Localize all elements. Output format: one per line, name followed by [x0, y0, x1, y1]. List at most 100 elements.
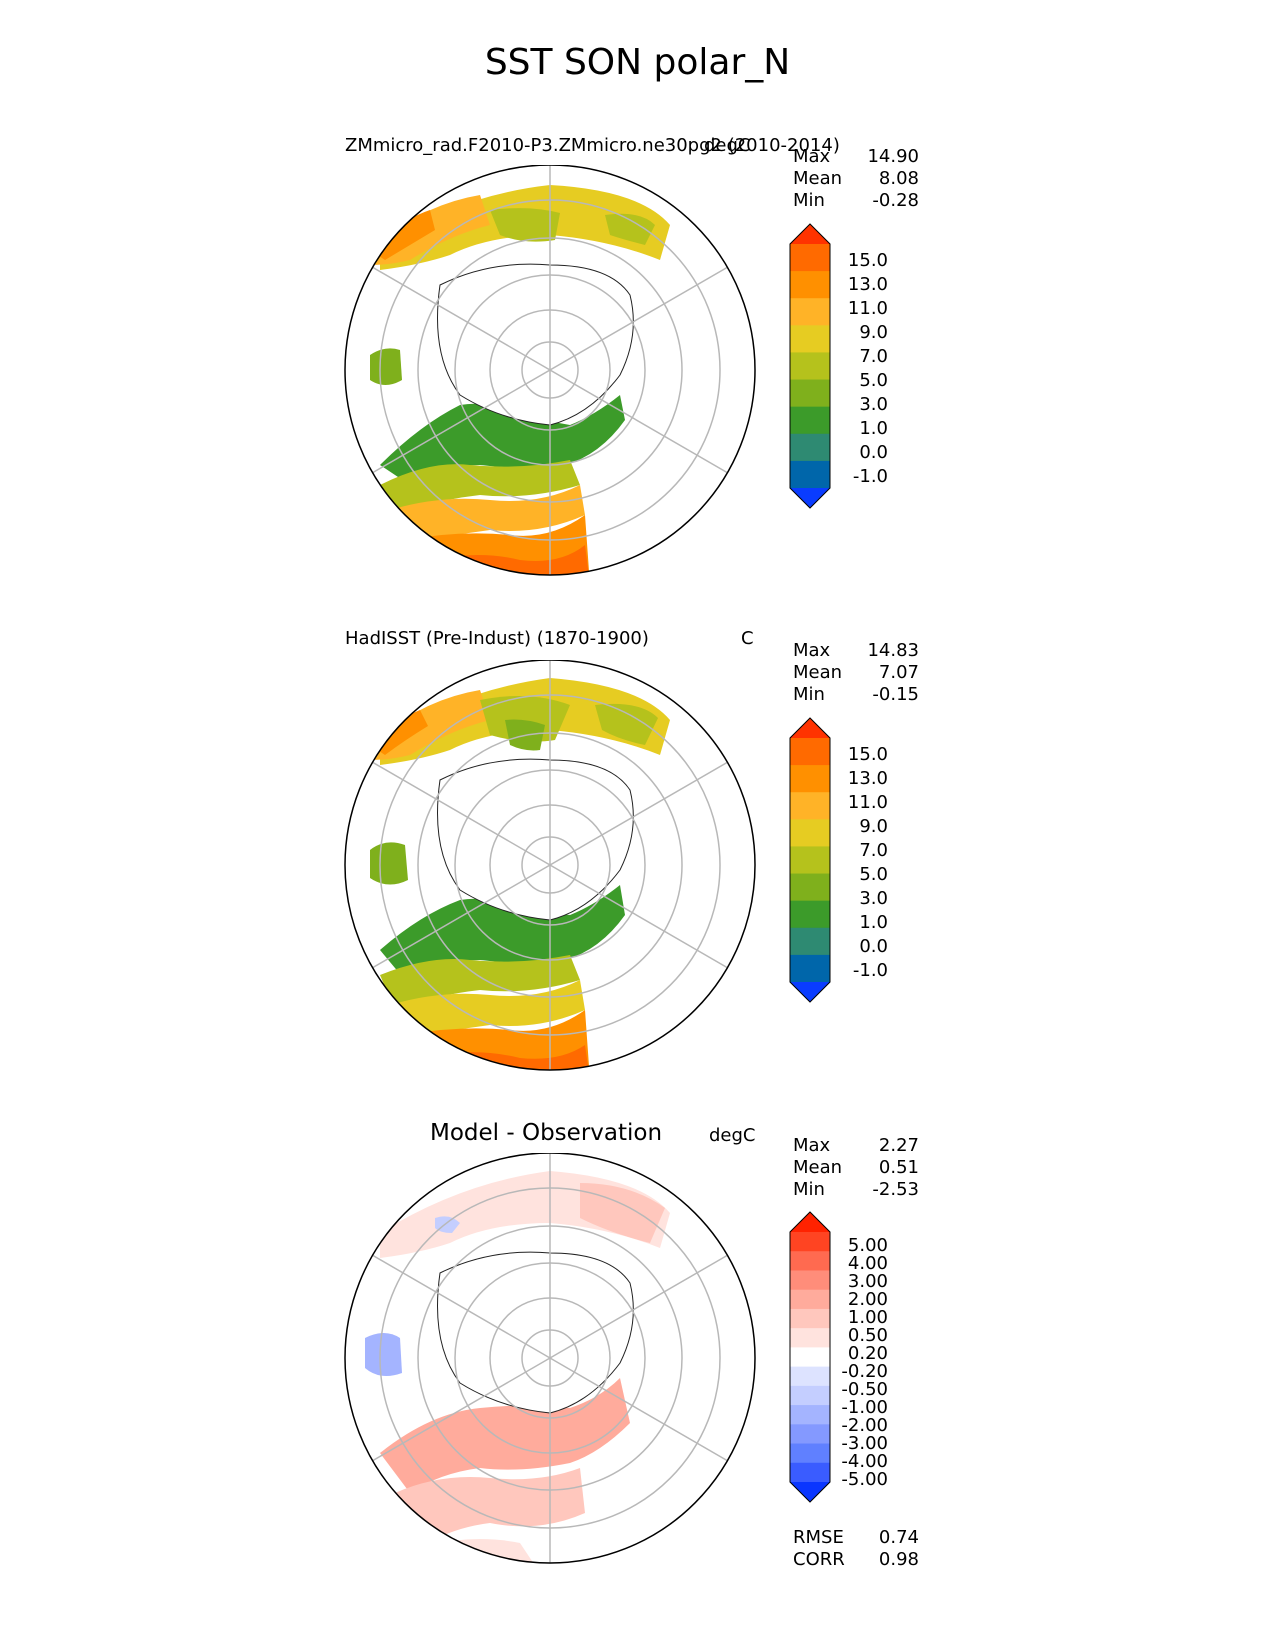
panel2-field-atlantic-hottest	[435, 1045, 590, 1070]
panel3-colorbar-cell	[790, 1251, 830, 1271]
panel3-corr-label: CORR	[793, 1549, 845, 1570]
panel1-field-bering	[490, 208, 560, 242]
panel1-tick-label: -1.0	[852, 466, 888, 487]
panel1-max-value: 14.90	[867, 146, 919, 167]
panel1-field-okhotsk	[605, 213, 655, 245]
panel2-field-okhotsk	[595, 703, 658, 745]
panel3-colorbar-cell	[790, 1289, 830, 1310]
panel1-units: degC	[704, 135, 751, 156]
panel3-tick-label: -5.00	[841, 1469, 888, 1490]
panel3-rmse-label: RMSE	[793, 1527, 844, 1548]
panel2-colorbar-outline	[789, 717, 831, 1003]
panel1-field-atlantic-warm	[390, 485, 585, 545]
panel3-colorbar-cell	[790, 1328, 830, 1348]
panel1-colorbar-extend-max	[790, 224, 830, 244]
panel1-mean-label: Mean	[793, 168, 843, 189]
panel2-colorbar	[789, 717, 831, 1003]
panel1-colorbar-cell	[790, 406, 830, 435]
panel3-tick-label: 1.00	[847, 1307, 888, 1328]
panel1-tick-label: 1.0	[859, 418, 888, 439]
panel3-polar-map	[344, 1153, 756, 1564]
panel2-colorbar-cell	[790, 954, 830, 983]
panel1-colorbar-cell	[790, 325, 830, 353]
panel3-units: degC	[709, 1125, 756, 1146]
panel3-tick-label: 4.00	[847, 1253, 888, 1274]
panel1-field-atlantic-hottest	[430, 545, 590, 575]
panel3-field-pacific-neg	[435, 1216, 460, 1233]
panel3-rmse-value: 0.74	[878, 1527, 919, 1548]
panel2-tick-label: 11.0	[847, 792, 888, 813]
panel3-field-atlantic-pos	[380, 1378, 630, 1493]
panel3-colorbar	[789, 1211, 831, 1503]
panel3-tick-label: -4.00	[841, 1451, 888, 1472]
panel3-tick-label: 2.00	[847, 1289, 888, 1310]
panel3-min-label: Min	[793, 1179, 825, 1200]
panel3-tick-label: -2.00	[841, 1415, 888, 1436]
panel1-title: ZMmicro_rad.F2010-P3.ZMmicro.ne30pg2 (20…	[345, 135, 840, 156]
panel3-colorbar-extend-max	[790, 1212, 830, 1232]
panel3-colorbar-ticks: 5.00 4.00 3.00 2.00 1.00 0.50 0.20 -0.20…	[830, 1235, 888, 1490]
panel1-colorbar-cell	[790, 433, 830, 462]
panel3-tick-label: 3.00	[847, 1271, 888, 1292]
panel2-mean-label: Mean	[793, 662, 843, 683]
panel3-colorbar-cell	[790, 1424, 830, 1445]
panel3-tick-label: 0.20	[847, 1343, 888, 1364]
panel3-colorbar-cell	[790, 1405, 830, 1425]
panel3-tick-label: 0.50	[847, 1325, 888, 1346]
panel3-colorbar-cell	[790, 1462, 830, 1483]
panel2-colorbar-cell	[790, 873, 830, 902]
panel2-tick-label: 1.0	[859, 912, 888, 933]
panel1-polar-map	[344, 165, 756, 576]
panel1-tick-label: 15.0	[847, 250, 888, 271]
panel1-colorbar-cell	[790, 244, 830, 272]
panel2-units: C	[741, 628, 754, 649]
panel2-field-bering	[480, 696, 570, 742]
panel1-tick-label: 7.0	[859, 346, 888, 367]
panel2-tick-label: 7.0	[859, 840, 888, 861]
panel1-colorbar-cell	[790, 379, 830, 408]
panel2-colorbar-cell	[790, 765, 830, 793]
panel3-min-value: -2.53	[872, 1179, 919, 1200]
panel3-colorbar-cell	[790, 1232, 830, 1252]
panel3-tick-label: -3.00	[841, 1433, 888, 1454]
panel2-colorbar-extend-max	[790, 718, 830, 738]
panel1-colorbar-cell	[790, 298, 830, 326]
panel2-tick-label: 3.0	[859, 888, 888, 909]
panel3-colorbar-cell	[790, 1347, 830, 1368]
panel3-field-atlantic-low	[395, 1468, 585, 1548]
panel2-tick-label: 15.0	[847, 744, 888, 765]
panel1-tick-label: 0.0	[859, 442, 888, 463]
panel1-mean-value: 8.08	[878, 168, 919, 189]
panel1-colorbar-extend-min	[790, 488, 830, 508]
panel2-field-hudson	[370, 842, 408, 885]
panel3-mean-value: 0.51	[878, 1157, 919, 1178]
panel2-tick-label: 0.0	[859, 936, 888, 957]
panel3-tick-label: -0.50	[841, 1379, 888, 1400]
panel2-polar-map	[344, 660, 756, 1071]
panel1-min-value: -0.28	[872, 190, 919, 211]
panel1-colorbar-outline	[789, 223, 831, 509]
panel2-stats: Max 14.83 Mean 7.07 Min -0.15	[793, 640, 919, 706]
panel3-colorbar-cell	[790, 1366, 830, 1387]
panel3-tick-label: -1.00	[841, 1397, 888, 1418]
panel3-colorbar-outline	[789, 1211, 831, 1503]
panel2-max-value: 14.83	[867, 640, 919, 661]
panel3-colorbar-cell	[790, 1385, 830, 1406]
panel2-field-atlantic-warm	[390, 980, 585, 1040]
panel2-tick-label: 5.0	[859, 864, 888, 885]
panel2-tick-label: 13.0	[847, 768, 888, 789]
panel2-max-label: Max	[793, 640, 831, 661]
panel2-colorbar-cell	[790, 846, 830, 875]
panel3-stats: Max 2.27 Mean 0.51 Min -2.53	[793, 1135, 919, 1201]
panel3-metrics: RMSE 0.74 CORR 0.98	[793, 1527, 919, 1571]
panel1-tick-label: 3.0	[859, 394, 888, 415]
panel3-colorbar-extend-min	[790, 1482, 830, 1502]
panel3-max-value: 2.27	[878, 1135, 919, 1156]
panel2-colorbar-cell	[790, 792, 830, 820]
panel1-min-label: Min	[793, 190, 825, 211]
panel2-tick-label: 9.0	[859, 816, 888, 837]
panel2-colorbar-cell	[790, 927, 830, 956]
panel3-tick-label: 5.00	[847, 1235, 888, 1256]
panel1-max-label: Max	[793, 146, 831, 167]
panel2-min-value: -0.15	[872, 684, 919, 705]
